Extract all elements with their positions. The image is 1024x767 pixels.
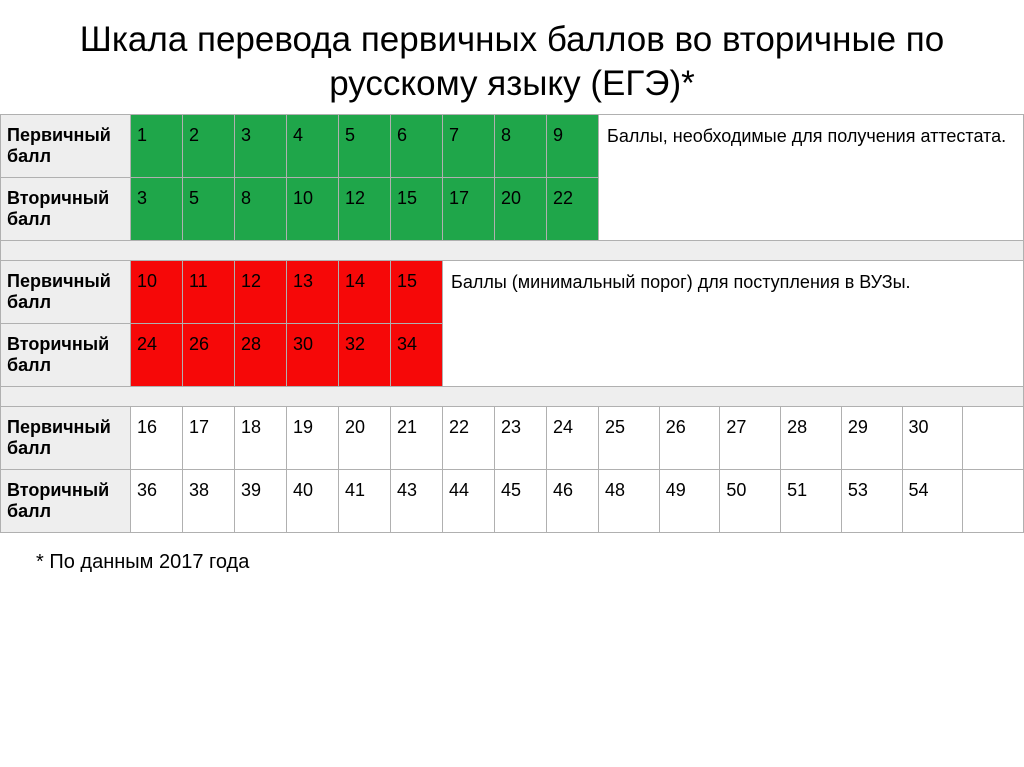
cell: 50: [720, 469, 781, 532]
cell: 1: [131, 114, 183, 177]
cell: 46: [547, 469, 599, 532]
cell: 25: [599, 406, 660, 469]
cell: 45: [495, 469, 547, 532]
cell: 12: [339, 177, 391, 240]
cell: 16: [131, 406, 183, 469]
cell: 51: [781, 469, 842, 532]
row-label-secondary: Вторичный балл: [1, 469, 131, 532]
cell: 24: [131, 323, 183, 386]
cell: 2: [183, 114, 235, 177]
cell: 27: [720, 406, 781, 469]
cell: 54: [902, 469, 963, 532]
cell: 30: [287, 323, 339, 386]
cell: 28: [235, 323, 287, 386]
cell: 7: [443, 114, 495, 177]
spacer-row: [1, 240, 1024, 260]
table-row: Первичный балл 16 17 18 19 20 21 22 23 2…: [1, 406, 1024, 469]
table-row: Первичный балл 1 2 3 4 5 6 7 8 9 Баллы, …: [1, 114, 1024, 177]
cell: 44: [443, 469, 495, 532]
cell: 5: [339, 114, 391, 177]
cell: 39: [235, 469, 287, 532]
cell: 26: [659, 406, 720, 469]
cell: 15: [391, 177, 443, 240]
cell: 10: [287, 177, 339, 240]
table-row: Вторичный балл 36 38 39 40 41 43 44 45 4…: [1, 469, 1024, 532]
footnote: * По данным 2017 года: [0, 533, 1024, 574]
cell: 40: [287, 469, 339, 532]
cell: 17: [443, 177, 495, 240]
cell: 22: [443, 406, 495, 469]
cell: 36: [131, 469, 183, 532]
cell: 26: [183, 323, 235, 386]
cell: 18: [235, 406, 287, 469]
cell: 24: [547, 406, 599, 469]
cell: 6: [391, 114, 443, 177]
cell: 10: [131, 260, 183, 323]
cell: 15: [391, 260, 443, 323]
cell: 23: [495, 406, 547, 469]
cell-empty: [963, 469, 1024, 532]
cell: 12: [235, 260, 287, 323]
spacer-row: [1, 386, 1024, 406]
cell: 9: [547, 114, 599, 177]
cell: 21: [391, 406, 443, 469]
cell: 38: [183, 469, 235, 532]
row-label-primary: Первичный балл: [1, 114, 131, 177]
cell: 43: [391, 469, 443, 532]
cell: 53: [841, 469, 902, 532]
row-label-secondary: Вторичный балл: [1, 323, 131, 386]
cell: 20: [339, 406, 391, 469]
cell: 3: [131, 177, 183, 240]
cell: 29: [841, 406, 902, 469]
cell: 5: [183, 177, 235, 240]
cell: 34: [391, 323, 443, 386]
cell: 17: [183, 406, 235, 469]
cell: 49: [659, 469, 720, 532]
row-label-secondary: Вторичный балл: [1, 177, 131, 240]
cell: 32: [339, 323, 391, 386]
cell: 8: [235, 177, 287, 240]
page-title: Шкала перевода первичных баллов во втори…: [0, 0, 1024, 114]
cell: 41: [339, 469, 391, 532]
cell: 28: [781, 406, 842, 469]
cell: 4: [287, 114, 339, 177]
row-label-primary: Первичный балл: [1, 406, 131, 469]
page: Шкала перевода первичных баллов во втори…: [0, 0, 1024, 767]
cell: 13: [287, 260, 339, 323]
table-row: Первичный балл 10 11 12 13 14 15 Баллы (…: [1, 260, 1024, 323]
cell: 14: [339, 260, 391, 323]
cell: 11: [183, 260, 235, 323]
cell: 8: [495, 114, 547, 177]
cell: 19: [287, 406, 339, 469]
cell: 3: [235, 114, 287, 177]
cell-empty: [963, 406, 1024, 469]
cell: 48: [599, 469, 660, 532]
note-vuz: Баллы (минимальный порог) для поступлени…: [443, 260, 1024, 386]
cell: 30: [902, 406, 963, 469]
row-label-primary: Первичный балл: [1, 260, 131, 323]
cell: 22: [547, 177, 599, 240]
cell: 20: [495, 177, 547, 240]
note-attestat: Баллы, необходимые для получения аттеста…: [599, 114, 1024, 240]
score-table: Первичный балл 1 2 3 4 5 6 7 8 9 Баллы, …: [0, 114, 1024, 533]
